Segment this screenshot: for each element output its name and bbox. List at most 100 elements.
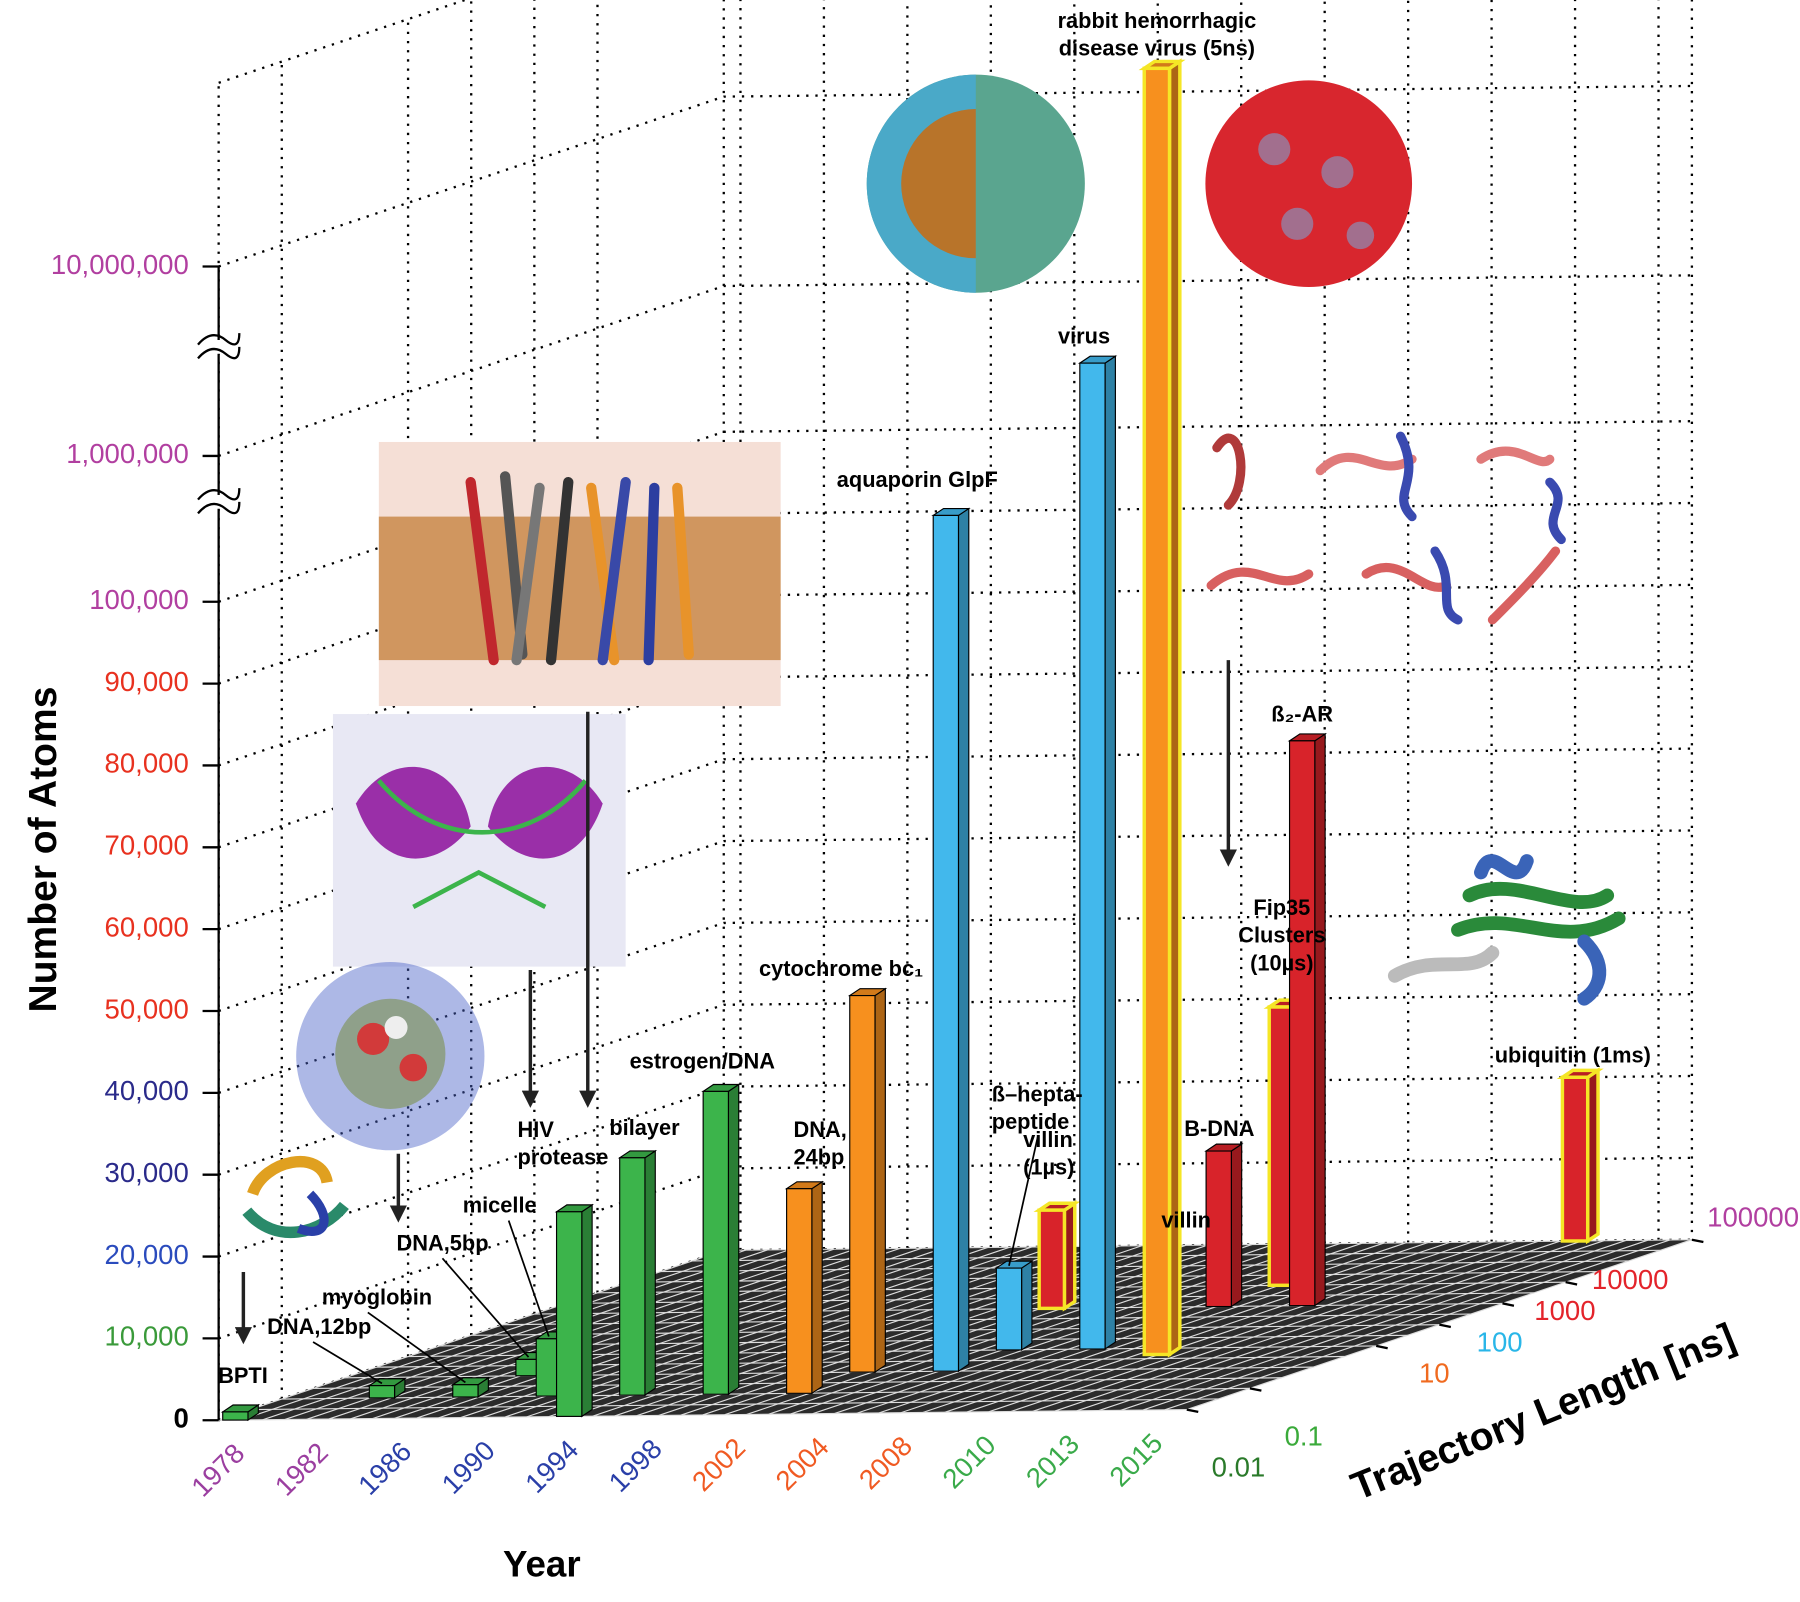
z-tick-label: 10000 [1592, 1264, 1669, 1295]
x-tick-label: 2015 [1103, 1427, 1168, 1492]
bar-side [1104, 355, 1116, 1351]
grid-line [218, 747, 1692, 931]
x-tick-label: 1978 [185, 1437, 250, 1502]
floor-line [344, 1366, 1314, 1379]
membrane-image [378, 441, 781, 707]
bar [932, 514, 960, 1372]
y-axis-title: Number of Atoms [22, 687, 65, 1013]
bar [786, 1188, 813, 1394]
grid-line [218, 829, 1692, 1013]
z-tick-label: 0.01 [1212, 1452, 1266, 1483]
z-tick [1691, 1238, 1704, 1244]
axis-break [197, 346, 241, 360]
x-tick-label: 1986 [352, 1436, 417, 1501]
y-tick-label: 10,000 [105, 1321, 189, 1352]
bar-label: ß–hepta- [992, 1082, 1083, 1107]
bar-labels: ubiquitin (1ms) Fip35 Clusters(10µs) villin… [218, 8, 1651, 1388]
y-tick-label: 50,000 [105, 993, 189, 1024]
y-tick-label: 10,000,000 [51, 249, 189, 280]
bar-label: Fip35 [1253, 895, 1310, 920]
x-tick-label: 1998 [603, 1433, 668, 1498]
floor-line [502, 1313, 1471, 1326]
z-tick-label: 10 [1419, 1358, 1450, 1389]
bar [1288, 740, 1316, 1307]
molecule-images [242, 74, 1626, 1239]
leader-line [312, 1341, 383, 1385]
bar-label: DNA, [793, 1117, 846, 1142]
villin-images [1206, 431, 1566, 625]
bar [1142, 66, 1172, 1357]
grid-line [218, 911, 1692, 1094]
bar-label: virus [1058, 324, 1110, 349]
bar [222, 1411, 249, 1421]
y-tick-label: 60,000 [105, 911, 189, 942]
bar-side [644, 1149, 656, 1397]
bar-side [1021, 1260, 1033, 1352]
virus-image [1205, 80, 1413, 287]
bar-label: ß₂-AR [1271, 701, 1333, 726]
axis-break [197, 501, 241, 515]
x-tick-label: 2010 [936, 1429, 1001, 1494]
bar-label: cytochrome bc₁ [759, 956, 923, 981]
x-axis-title: Year [503, 1544, 581, 1585]
floor-line [281, 1387, 1250, 1400]
virus-cut-image [866, 74, 1085, 293]
bars [220, 58, 1604, 1422]
bar-label: myoglobin [322, 1284, 432, 1309]
y-tick-label: 1,000,000 [66, 438, 189, 469]
bar [995, 1267, 1023, 1351]
grid-line [218, 84, 1692, 268]
bar-label: disease virus (5ns) [1059, 36, 1255, 61]
floor-line [439, 1334, 1408, 1347]
bar [1037, 1208, 1067, 1311]
bar [368, 1385, 396, 1399]
bar-label: DNA,5bp [397, 1230, 489, 1255]
x-tick-label: 1990 [436, 1435, 501, 1500]
bar-side [581, 1203, 593, 1418]
plot: 0 10,000 20,000 30,000 40,000 50,000 60,000 70,… [22, 0, 1800, 1585]
bar-side [811, 1180, 823, 1395]
axis-break [197, 488, 241, 501]
bar [1205, 1150, 1232, 1308]
bpti-image [242, 1155, 349, 1239]
x-tick-label: 2013 [1020, 1428, 1085, 1493]
axis-break-gap [214, 339, 224, 354]
bar-label: estrogen/DNA [630, 1048, 776, 1073]
bar [555, 1211, 583, 1417]
bar-label: 24bp [793, 1145, 844, 1170]
ubiquitin-image [1387, 854, 1626, 1006]
z-axis-title: Trajectory Length [ns] [1345, 1316, 1741, 1509]
z-tick [1565, 1281, 1578, 1286]
y-tick-label: 80,000 [105, 748, 189, 779]
bar-label: BPTI [218, 1363, 268, 1388]
z-tick-label: 1000000 [1707, 1201, 1800, 1232]
bar-side [1314, 732, 1326, 1307]
y-tick-label: 70,000 [105, 830, 189, 861]
bar-label: DNA,12bp [267, 1314, 371, 1339]
bar-label: villin [1023, 1127, 1073, 1152]
y-tick-label: 30,000 [105, 1157, 189, 1188]
z-tick [1502, 1302, 1515, 1307]
bar-side [1230, 1143, 1243, 1308]
bar [1079, 362, 1106, 1350]
bar-label: HIV [518, 1117, 555, 1142]
bar-side [727, 1083, 740, 1396]
bar [849, 994, 876, 1373]
axis-break [197, 333, 241, 346]
y-tick-label: 90,000 [105, 666, 189, 697]
leader-line [507, 1220, 550, 1337]
grid-line [218, 992, 1692, 1176]
floor-line [218, 1409, 1187, 1421]
y-tick-label: 40,000 [105, 1075, 189, 1106]
bar-label: ubiquitin (1ms) [1495, 1042, 1651, 1067]
y-tick-label: 20,000 [105, 1239, 189, 1270]
z-tick-label: 0.1 [1285, 1420, 1323, 1451]
x-tick-label: 2008 [853, 1430, 918, 1495]
bar [1560, 1075, 1590, 1243]
bar-label: bilayer [609, 1115, 680, 1140]
x-tick-label: 2004 [769, 1431, 834, 1496]
arrows [234, 660, 1237, 1345]
bar-side [957, 507, 970, 1373]
z-tick [1186, 1408, 1199, 1414]
